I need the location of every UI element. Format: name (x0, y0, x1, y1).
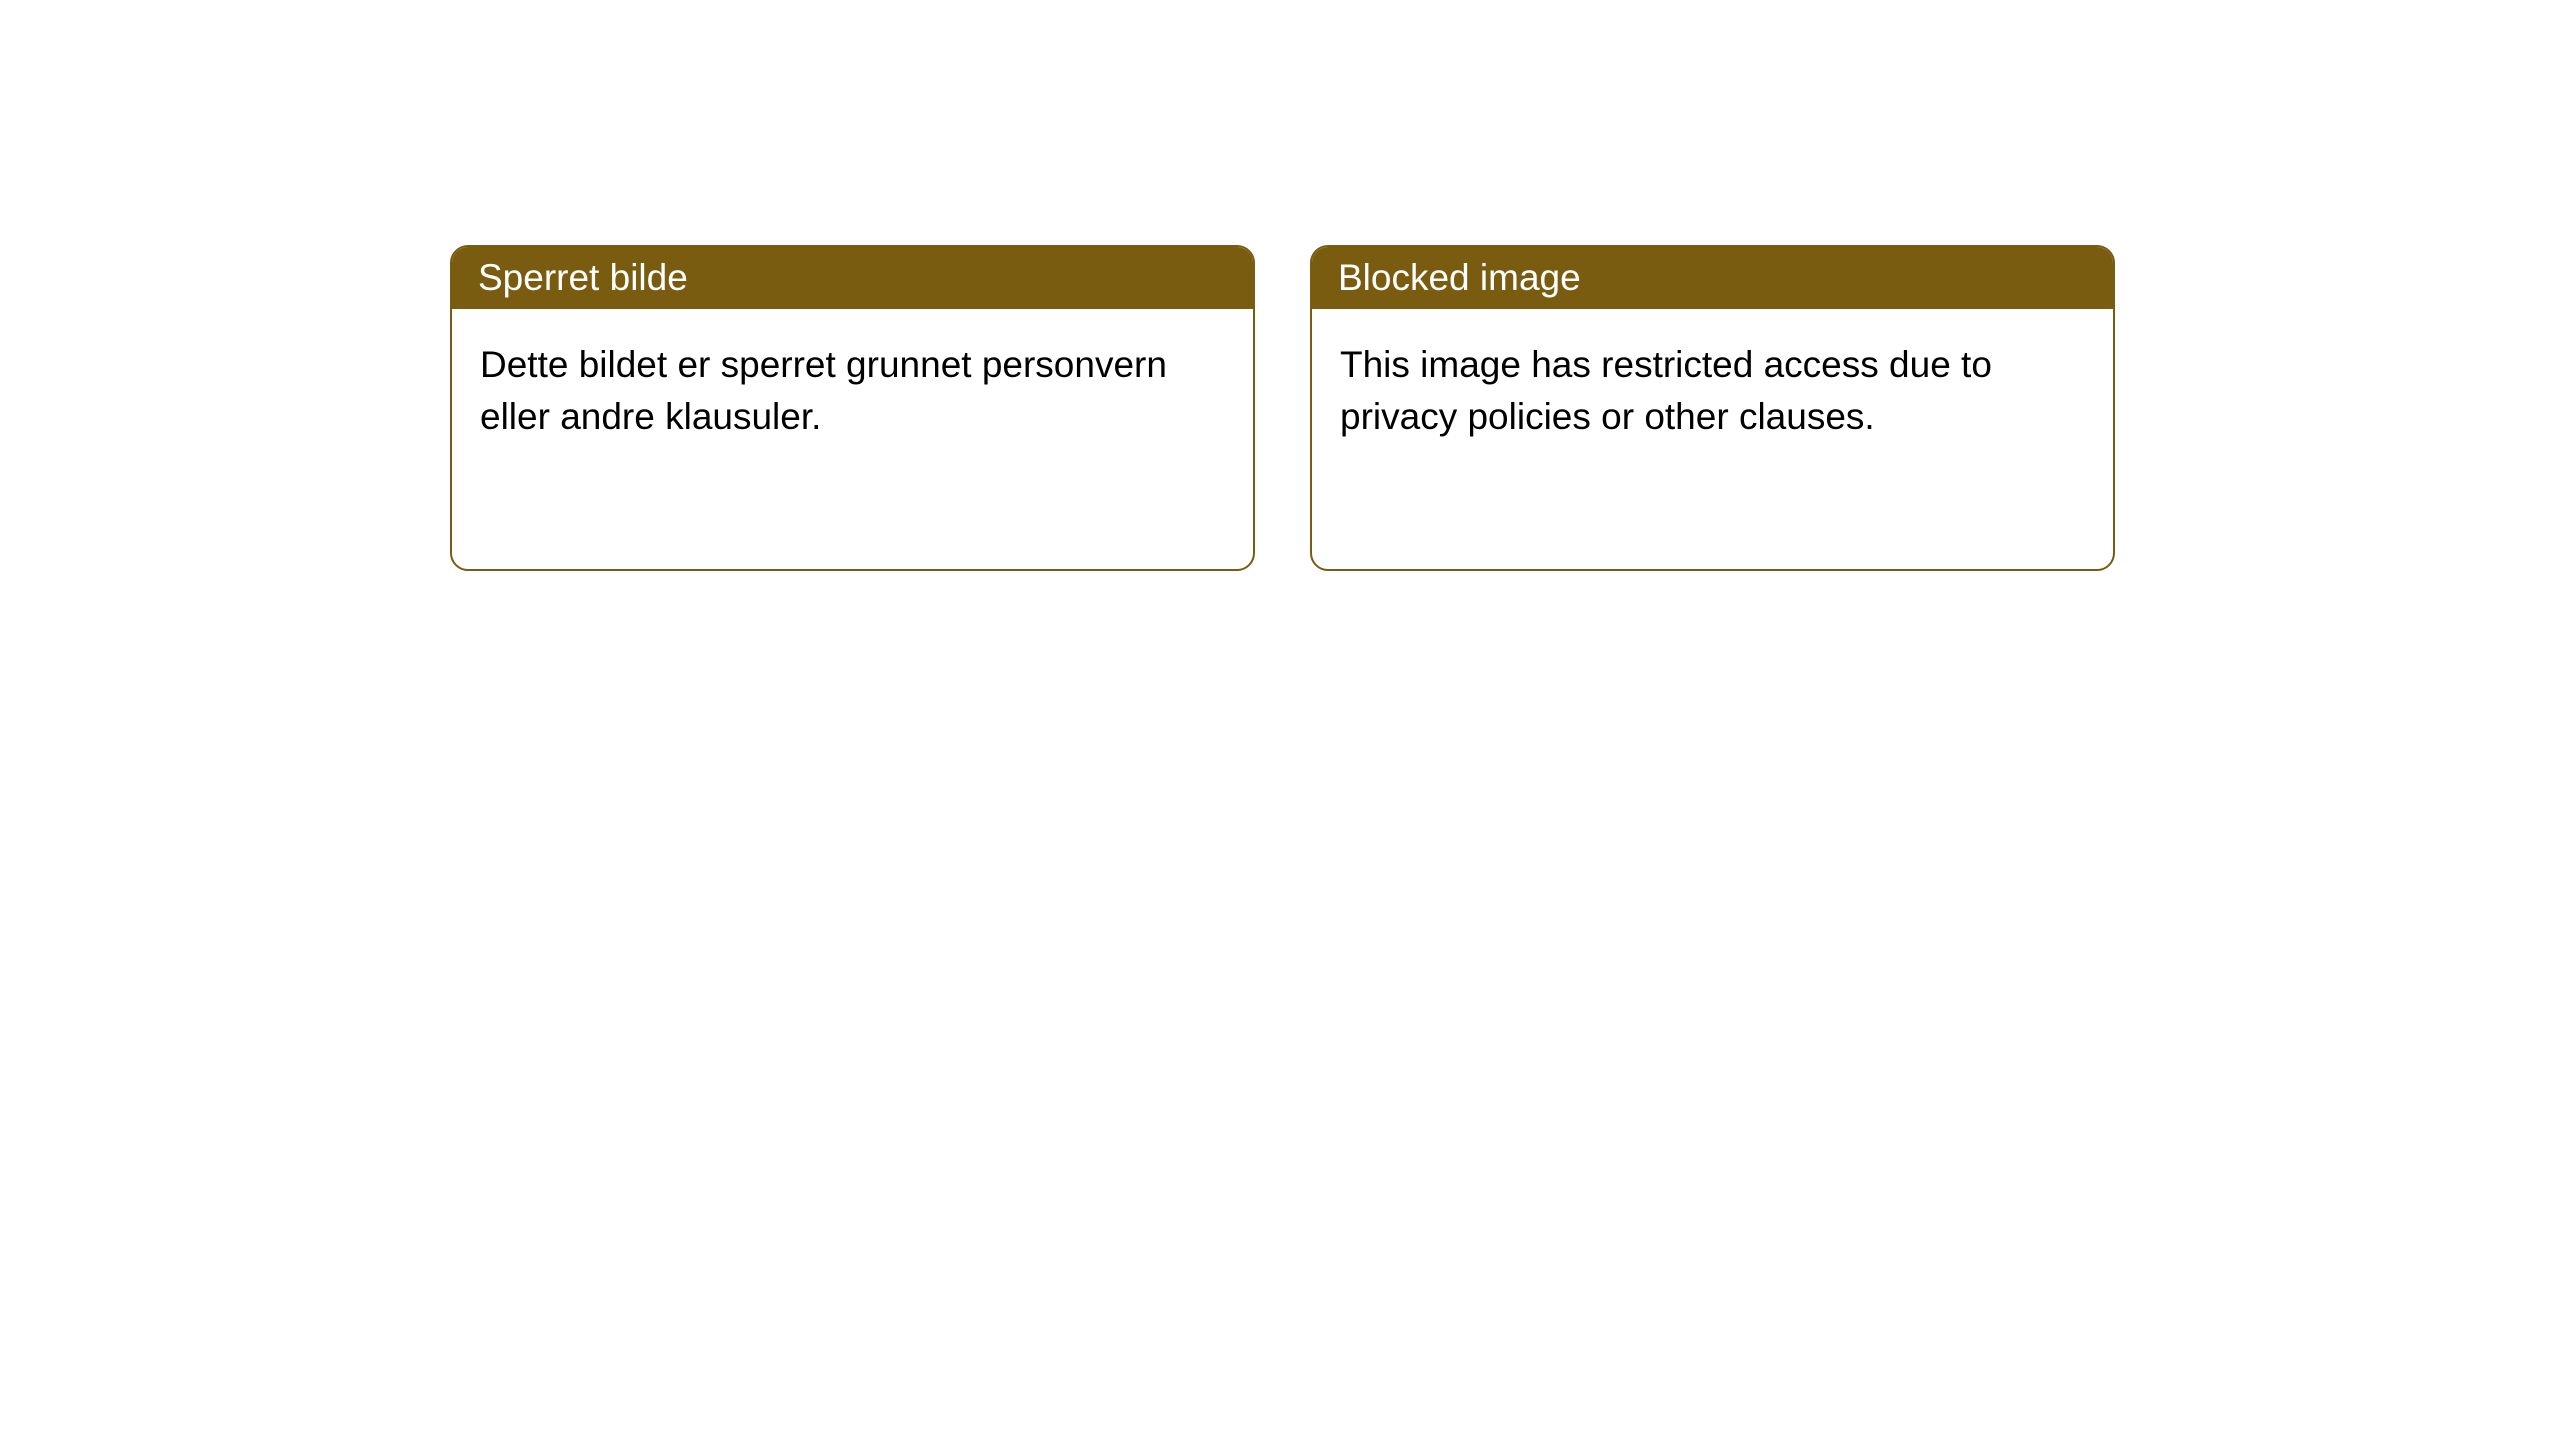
notice-header: Sperret bilde (452, 247, 1253, 309)
notice-title: Blocked image (1338, 257, 1581, 298)
notice-header: Blocked image (1312, 247, 2113, 309)
notice-container: Sperret bilde Dette bildet er sperret gr… (0, 0, 2560, 571)
notice-card-norwegian: Sperret bilde Dette bildet er sperret gr… (450, 245, 1255, 571)
notice-card-english: Blocked image This image has restricted … (1310, 245, 2115, 571)
notice-title: Sperret bilde (478, 257, 688, 298)
notice-text: Dette bildet er sperret grunnet personve… (480, 344, 1167, 437)
notice-body: This image has restricted access due to … (1312, 309, 2113, 569)
notice-body: Dette bildet er sperret grunnet personve… (452, 309, 1253, 569)
notice-text: This image has restricted access due to … (1340, 344, 1992, 437)
